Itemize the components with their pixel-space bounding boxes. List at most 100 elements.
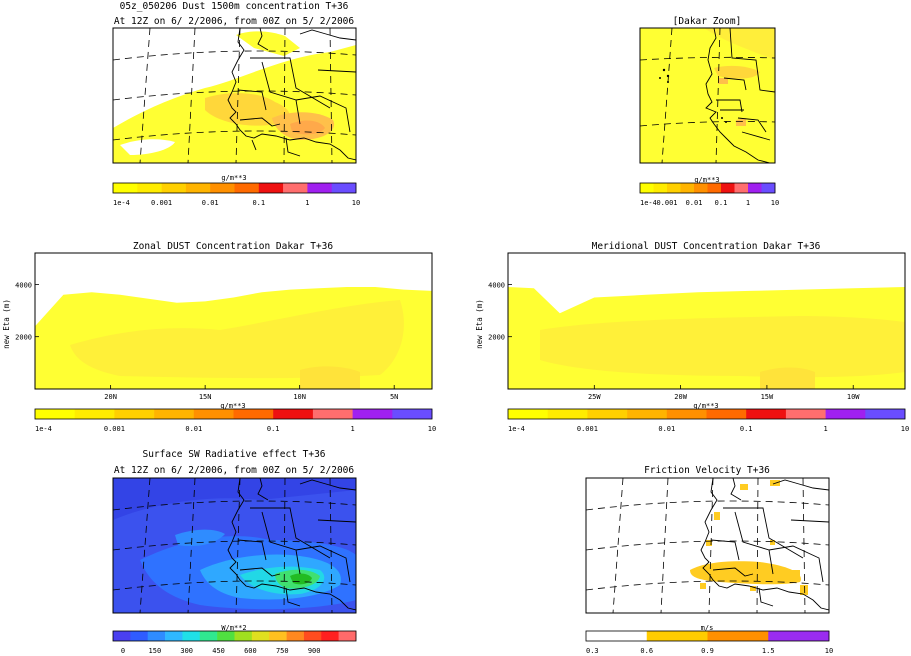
dust-plume-mid (205, 93, 290, 126)
colorbar-swatch (273, 409, 314, 419)
dakar-zoom-title: [Dakar Zoom] (673, 16, 742, 27)
colorbar-swatch (707, 631, 769, 641)
colorbar-swatch (137, 183, 162, 193)
colorbar-swatch (147, 631, 166, 641)
colorbar-swatch (251, 631, 270, 641)
colorbar-swatch (199, 631, 218, 641)
colorbar-swatch (283, 183, 308, 193)
dust-map-cbar-label: g/m**3 (221, 174, 246, 182)
colorbar-swatch (547, 409, 588, 419)
y-tick-label: 4000 (488, 281, 505, 289)
colorbar-tick-label: 0.01 (658, 425, 675, 433)
colorbar-swatch (234, 183, 260, 193)
coastlines (227, 28, 356, 161)
colorbar-swatch (734, 183, 749, 193)
colorbar-tick-label: 1 (746, 199, 750, 207)
colorbar-swatch (748, 183, 762, 193)
dust-plume-max (290, 120, 325, 135)
dakar-zoom-colorbar: 1e-4 0.001 0.01 0.1 1 10 (639, 182, 779, 207)
dakar-zoom-plume (714, 65, 760, 79)
colorbar-tick-label: 1e-4 (113, 199, 130, 207)
colorbar-tick-label: 0.1 (267, 425, 280, 433)
colorbar-tick-label: 300 (180, 647, 193, 655)
colorbar-tick-label: 1e-4 (640, 199, 657, 207)
colorbar-tick-label: 1 (350, 425, 354, 433)
colorbar-tick-label: 10 (771, 199, 779, 207)
colorbar-tick-label: 0.001 (151, 199, 172, 207)
y-tick-label: 2000 (15, 334, 32, 342)
meridional-panel: Meridional DUST Concentration Dakar T+36… (475, 241, 909, 433)
colorbar-swatch (666, 409, 707, 419)
colorbar-tick-label: 10 (825, 647, 833, 655)
colorbar-tick-label: 0.1 (740, 425, 753, 433)
zoom-islands (659, 68, 727, 123)
zoom-graticule (640, 28, 775, 163)
colorbar-tick-label: 10 (428, 425, 436, 433)
colorbar-tick-label: 600 (244, 647, 257, 655)
colorbar-tick-label: 0.001 (104, 425, 125, 433)
colorbar-swatch (312, 409, 353, 419)
colorbar-tick-label: 1e-4 (35, 425, 52, 433)
colorbar-swatch (234, 631, 253, 641)
x-tick-label: 10W (847, 393, 860, 401)
x-tick-label: 10N (293, 393, 306, 401)
colorbar-tick-label: 10 (901, 425, 909, 433)
dakar-zoom-frame (639, 27, 776, 164)
colorbar-tick-label: 150 (149, 647, 162, 655)
colorbar-swatch (680, 183, 695, 193)
colorbar-swatch (646, 631, 708, 641)
colorbar-tick-label: 450 (212, 647, 225, 655)
colorbar-swatch (587, 409, 628, 419)
dust-map-subtitle: At 12Z on 6/ 2/2006, from 00Z on 5/ 2/20… (114, 16, 354, 27)
colorbar-swatch (825, 409, 866, 419)
x-tick-label: 5N (390, 393, 398, 401)
colorbar-swatch (258, 183, 284, 193)
friction-field (586, 478, 829, 613)
colorbar-swatch (269, 631, 287, 641)
zonal-cbar-label: g/m**3 (220, 402, 245, 410)
colorbar-tick-label: 1.5 (762, 647, 775, 655)
colorbar-swatch (768, 631, 830, 641)
colorbar-swatch (338, 631, 357, 641)
zonal-title: Zonal DUST Concentration Dakar T+36 (133, 241, 333, 252)
sw-graticule (113, 478, 356, 613)
sw-map-field (113, 478, 356, 613)
x-tick-label: 25W (588, 393, 601, 401)
colorbar-swatch (352, 409, 393, 419)
colorbar-swatch (627, 409, 668, 419)
colorbar-tick-label: 1 (305, 199, 309, 207)
dust-plume-north (236, 31, 300, 56)
colorbar-tick-label: 0.001 (656, 199, 677, 207)
meridional-y-axis: 2000 4000 (488, 281, 512, 342)
zoom-coastlines (705, 28, 775, 163)
colorbar-swatch (217, 631, 235, 641)
y-tick-label: 2000 (488, 334, 505, 342)
colorbar-swatch (182, 631, 201, 641)
friction-colorbar: 0.3 0.6 0.9 1.5 10 (585, 630, 833, 655)
zonal-panel: Zonal DUST Concentration Dakar T+36 2000… (2, 241, 436, 433)
meridional-colorbar: 1e-4 0.001 0.01 0.1 1 10 (507, 408, 909, 433)
colorbar-swatch (392, 409, 433, 419)
colorbar-swatch (193, 409, 234, 419)
sw-map-colorbar: 0 150 300 450 600 750 900 (112, 630, 357, 655)
zonal-x-axis: 20N 15N 10N 5N (104, 385, 398, 401)
friction-panel: Friction Velocity T+36 (585, 465, 833, 655)
sw-map-panel: Surface SW Radiative effect T+36 At 12Z … (112, 449, 357, 655)
colorbar-swatch (694, 183, 708, 193)
x-tick-label: 15N (199, 393, 212, 401)
colorbar-swatch (653, 183, 668, 193)
meridional-cbar-label: g/m**3 (693, 402, 718, 410)
x-tick-label: 15W (761, 393, 774, 401)
colorbar-swatch (286, 631, 305, 641)
friction-graticule (586, 478, 829, 613)
sw-map-cbar-label: W/m**2 (221, 624, 246, 632)
colorbar-tick-label: 0.3 (586, 647, 599, 655)
colorbar-swatch (508, 409, 548, 419)
colorbar-tick-label: 0.01 (686, 199, 703, 207)
colorbar-tick-label: 0 (121, 647, 125, 655)
friction-title: Friction Velocity T+36 (644, 465, 770, 476)
dust-map-panel: 05z_050206 Dust 1500m concentration T+36… (112, 1, 360, 207)
colorbar-swatch (785, 409, 826, 419)
colorbar-swatch (185, 183, 211, 193)
